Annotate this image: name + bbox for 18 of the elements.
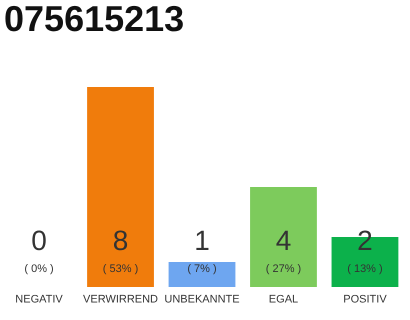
annotation: ( 27% ): [266, 263, 302, 275]
data-label: 8: [112, 225, 128, 256]
data-label: 0: [31, 225, 47, 256]
x-tick-label: NEGATIV: [15, 294, 64, 306]
data-label: 1: [194, 225, 210, 256]
bar: [87, 87, 154, 287]
bar: [250, 187, 317, 287]
data-label: 4: [276, 225, 292, 256]
annotation: ( 13% ): [347, 263, 383, 275]
bar: [168, 262, 236, 287]
annotation: ( 0% ): [24, 263, 54, 275]
chart-title: 075615213: [4, 0, 184, 39]
annotation: ( 7% ): [187, 263, 217, 275]
x-tick-label: POSITIV: [343, 294, 388, 306]
x-tick-label: VERWIRREND: [83, 294, 158, 306]
x-tick-label: UNBEKANNTE: [164, 294, 240, 306]
annotation: ( 53% ): [102, 263, 138, 275]
x-tick-label: EGAL: [268, 294, 298, 306]
